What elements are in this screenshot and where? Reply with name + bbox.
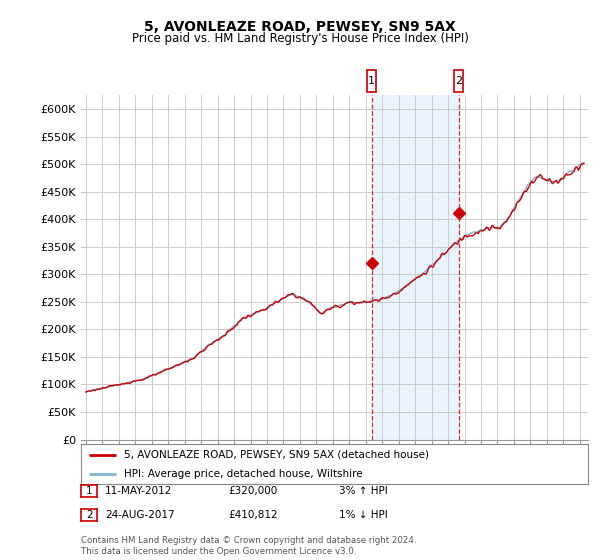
Text: £410,812: £410,812 [228, 510, 278, 520]
Bar [372, 95, 459, 440]
Text: 1: 1 [86, 486, 92, 496]
FancyBboxPatch shape [454, 70, 463, 92]
Text: Price paid vs. HM Land Registry's House Price Index (HPI): Price paid vs. HM Land Registry's House … [131, 32, 469, 45]
Text: £320,000: £320,000 [228, 486, 277, 496]
Text: HPI: Average price, detached house, Wiltshire: HPI: Average price, detached house, Wilt… [124, 469, 363, 478]
Text: 2: 2 [455, 76, 463, 86]
FancyBboxPatch shape [367, 70, 376, 92]
Text: Contains HM Land Registry data © Crown copyright and database right 2024.
This d: Contains HM Land Registry data © Crown c… [81, 536, 416, 556]
Text: 1: 1 [368, 76, 375, 86]
Text: 1% ↓ HPI: 1% ↓ HPI [339, 510, 388, 520]
Text: 11-MAY-2012: 11-MAY-2012 [105, 486, 172, 496]
Text: 2: 2 [86, 510, 92, 520]
Text: 3% ↑ HPI: 3% ↑ HPI [339, 486, 388, 496]
Text: 24-AUG-2017: 24-AUG-2017 [105, 510, 175, 520]
Text: 5, AVONLEAZE ROAD, PEWSEY, SN9 5AX: 5, AVONLEAZE ROAD, PEWSEY, SN9 5AX [144, 20, 456, 34]
Text: 5, AVONLEAZE ROAD, PEWSEY, SN9 5AX (detached house): 5, AVONLEAZE ROAD, PEWSEY, SN9 5AX (deta… [124, 450, 429, 460]
